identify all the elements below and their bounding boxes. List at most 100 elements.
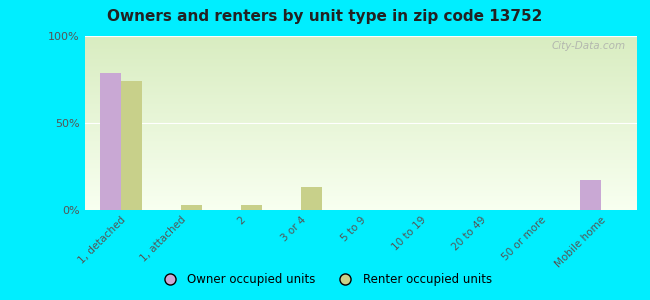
Bar [84,127,637,128]
Bar [84,138,637,139]
Bar [84,147,637,148]
Bar [84,197,637,198]
Bar [84,80,637,81]
Bar [84,36,637,37]
Bar [84,131,637,132]
Bar [84,109,637,110]
Bar [84,45,637,46]
Bar [84,51,637,52]
Bar [84,111,637,112]
Bar [84,38,637,39]
Bar [84,107,637,108]
Bar [84,150,637,151]
Bar [84,56,637,57]
Bar [84,175,637,176]
Bar [84,53,637,54]
Bar [84,155,637,156]
Bar [84,169,637,170]
Bar [84,164,637,165]
Bar [84,65,637,66]
Bar [84,71,637,72]
Bar [84,152,637,153]
Bar [84,79,637,80]
Bar [84,144,637,145]
Bar [84,136,637,137]
Bar [84,116,637,117]
Bar [84,58,637,59]
Bar [84,125,637,126]
Bar [84,205,637,206]
Bar [84,130,637,131]
Bar [84,167,637,168]
Bar [84,165,637,166]
Bar [84,161,637,162]
Bar [84,142,637,143]
Bar [84,156,637,157]
Bar [84,123,637,124]
Bar [84,186,637,187]
Bar [84,171,637,172]
Bar [84,124,637,125]
Bar [84,193,637,194]
Bar [84,166,637,167]
Bar [84,42,637,43]
Bar [84,168,637,169]
Bar [84,163,637,164]
Bar [84,43,637,44]
Bar [84,203,637,204]
Bar [84,48,637,49]
Bar [84,72,637,73]
Legend: Owner occupied units, Renter occupied units: Owner occupied units, Renter occupied un… [153,269,497,291]
Bar [84,70,637,71]
Bar [84,50,637,51]
Bar [84,82,637,83]
Bar [84,110,637,111]
Bar [84,98,637,99]
Bar [84,75,637,76]
Bar [84,151,637,152]
Bar [84,179,637,180]
Bar [120,81,142,210]
Bar [84,208,637,209]
Bar [84,67,637,68]
Bar [84,54,637,55]
Bar [301,188,322,210]
Bar [84,160,637,161]
Bar [84,114,637,115]
Bar [84,77,637,78]
Bar [84,94,637,95]
Bar [84,133,637,134]
Bar [84,185,637,186]
Bar [84,100,637,101]
Text: City-Data.com: City-Data.com [552,41,626,51]
Bar [84,190,637,191]
Bar [84,115,637,116]
Bar [84,191,637,192]
Bar [84,103,637,104]
Bar [84,206,637,207]
Bar [84,106,637,107]
Bar [84,88,637,89]
Bar [84,199,637,200]
Bar [84,55,637,56]
Bar [84,137,637,138]
Bar [84,39,637,40]
Bar [84,122,637,123]
Bar [84,104,637,105]
Bar [84,99,637,100]
Bar [84,105,637,106]
Bar [84,204,637,205]
Bar [84,112,637,113]
Bar [84,85,637,86]
Bar [84,196,637,197]
Bar [84,46,637,47]
Bar [84,84,637,85]
Bar [84,134,637,135]
Bar [84,141,637,142]
Bar [84,40,637,41]
Bar [84,194,637,195]
Bar [84,158,637,159]
Bar [84,170,637,171]
Bar [240,205,262,210]
Bar [84,44,637,45]
